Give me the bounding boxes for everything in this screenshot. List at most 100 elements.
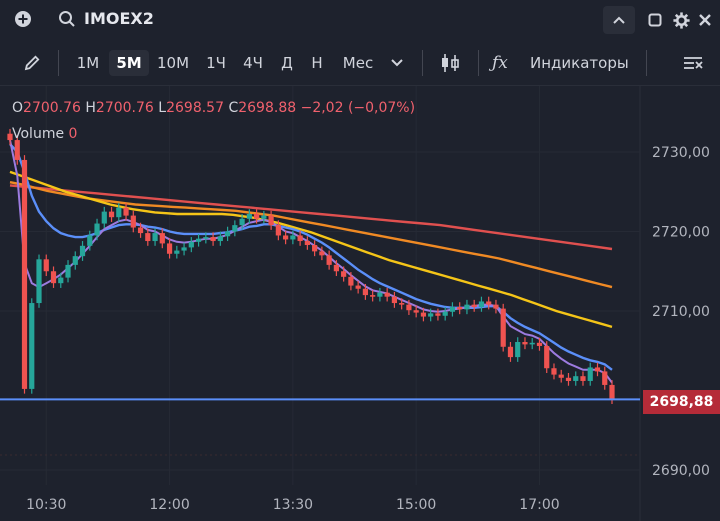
candle [58,272,64,288]
candle [130,210,136,233]
candle [224,226,231,242]
pencil-icon [24,55,40,71]
candle [283,230,289,245]
candle [312,240,318,257]
candle [486,296,492,310]
candle [123,202,129,221]
timeframe-5m[interactable]: 5М [109,50,149,76]
candle [137,222,144,238]
candle [558,369,564,383]
draw-button[interactable] [20,52,44,74]
add-icon[interactable] [12,8,34,30]
timeframe-4h[interactable]: 4Ч [243,54,263,72]
candle [428,308,434,322]
candle [65,260,71,283]
candle [116,202,122,222]
candle [239,214,245,230]
candle [580,371,586,386]
timeframe-1h[interactable]: 1Ч [206,54,226,72]
candle [449,302,456,317]
high-value: 2700.76 [95,100,154,116]
candle [573,371,579,386]
chart-type-button[interactable] [436,50,464,76]
candle [594,362,601,377]
candle [522,337,528,350]
timeframe-week[interactable]: Н [311,54,323,72]
candle [232,220,238,237]
volume-label: Volume [12,126,65,142]
symbol-search-input[interactable]: IMOEX2 [84,9,154,28]
timeframe-10m[interactable]: 10М [156,54,190,72]
candle [348,272,354,291]
timeframe-day[interactable]: Д [281,54,293,72]
candle [565,373,572,386]
moving-averages [9,139,613,384]
candle [464,299,470,315]
volume-legend: Volume 0 [12,126,77,142]
candle [181,242,187,256]
settings-button[interactable] [670,9,692,31]
x-tick-label: 10:30 [26,497,66,513]
candle [261,210,267,224]
change-value: −2,02 (−0,07%) [300,100,416,116]
candle [203,232,209,244]
y-tick-label: 2730,00 [652,145,710,161]
ohlc-legend: O2700.76 H2700.76 L2698.57 C2698.88 −2,0… [12,100,415,116]
timeframe-dropdown[interactable] [386,52,408,74]
candle [602,366,608,390]
candle [254,209,260,224]
candle [362,283,368,300]
candle [7,128,13,145]
time-axis: 10:30 12:00 13:30 15:00 17:00 [26,497,560,513]
close-label: C [228,100,239,116]
indicators-label: Индикаторы [530,54,629,72]
candle [413,305,419,318]
candle [442,307,448,321]
fx-icon: ƒx [492,53,508,73]
search-icon[interactable] [56,8,78,30]
ma-yellow-line [9,170,613,329]
low-label: L [158,100,167,116]
candle [145,228,151,246]
candle [43,254,49,277]
low-value: 2698.57 [166,100,224,116]
chevron-up-icon [613,16,625,24]
toolbar-divider [478,50,479,76]
candle [420,307,427,322]
candle [435,308,441,321]
price-axis: 2730,00 2720,00 2710,00 2690,00 [652,145,710,479]
y-tick-label: 2720,00 [652,225,710,241]
candle [609,380,615,405]
ma-red-line [9,184,613,251]
candle [101,206,107,229]
candle [174,245,180,259]
collapse-button[interactable] [603,6,635,34]
close-button[interactable] [694,9,716,31]
toolbar-divider [646,50,647,76]
candle [188,237,194,253]
candle [536,338,543,351]
candle [544,341,550,374]
x-tick-label: 12:00 [149,497,189,513]
candle [275,220,281,241]
candle [319,246,325,261]
candle [94,218,100,241]
maximize-button[interactable] [645,10,665,30]
candle [50,266,57,288]
candle [478,296,485,312]
candle [152,228,158,246]
timeframe-month[interactable]: Мес [342,54,374,72]
candle [377,287,383,302]
candle [304,236,310,250]
layout-button[interactable] [680,51,706,75]
square-icon [648,13,662,27]
indicators-button[interactable]: ƒx Индикаторы [492,50,638,76]
timeframe-1m[interactable]: 1М [76,54,100,72]
candle [326,250,332,270]
candles-icon [442,54,459,72]
sort-lines-icon [684,57,703,69]
candle [507,342,514,362]
candle [290,230,296,245]
candle [493,299,499,314]
